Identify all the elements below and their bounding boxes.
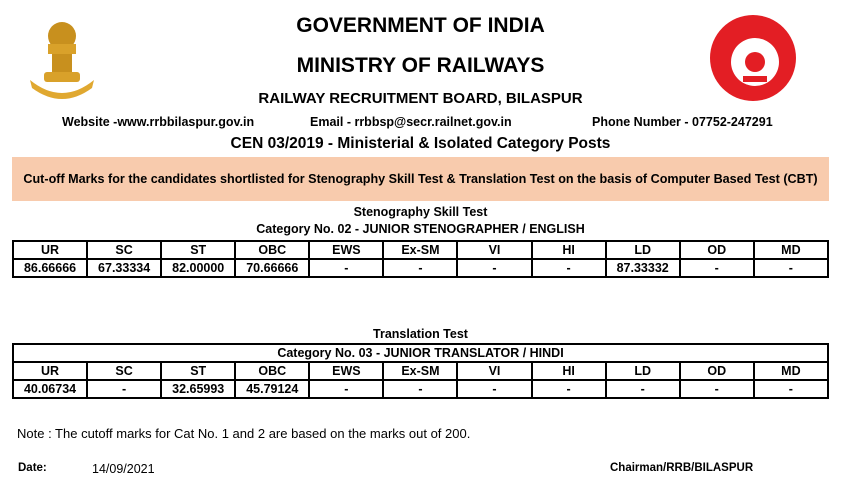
cutoff-cell: - bbox=[530, 379, 607, 399]
column-header: SC bbox=[86, 240, 163, 260]
cutoff-cell: - bbox=[752, 258, 830, 278]
signatory: Chairman/RRB/BILASPUR bbox=[610, 462, 754, 474]
table-row: 40.06734-32.65993 45.79124- - - - - - - bbox=[11, 379, 830, 399]
date-label: Date: bbox=[18, 462, 47, 474]
column-header: Ex-SM bbox=[382, 240, 459, 260]
note-text: Note : The cutoff marks for Cat No. 1 an… bbox=[17, 426, 471, 441]
cutoff-cell: 82.00000 bbox=[160, 258, 237, 278]
column-header: MD bbox=[752, 240, 830, 260]
ministry-title: MINISTRY OF RAILWAYS bbox=[296, 54, 545, 77]
cutoff-cell: - bbox=[530, 258, 607, 278]
cutoff-cell: - bbox=[678, 258, 755, 278]
column-header: LD bbox=[604, 240, 681, 260]
column-header: UR bbox=[11, 240, 89, 260]
translation-cutoff-table: Category No. 03 - JUNIOR TRANSLATOR / HI… bbox=[11, 343, 830, 399]
board-title: RAILWAY RECRUITMENT BOARD, BILASPUR bbox=[258, 90, 583, 107]
cutoff-cell: - bbox=[456, 379, 533, 399]
column-header: ST bbox=[160, 240, 237, 260]
column-header: EWS bbox=[308, 240, 385, 260]
website-text: Website -www.rrbbilaspur.gov.in bbox=[62, 115, 255, 129]
column-header: EWS bbox=[308, 361, 385, 381]
column-header: OBC bbox=[234, 240, 311, 260]
table-header-row: UR SC ST OBC EWS Ex-SM VI HI LD OD MD bbox=[11, 361, 830, 381]
cutoff-cell: 40.06734 bbox=[11, 379, 89, 399]
cutoff-cell: - bbox=[456, 258, 533, 278]
column-header: HI bbox=[530, 361, 607, 381]
cutoff-cell: 86.66666 bbox=[11, 258, 89, 278]
column-header: OD bbox=[678, 361, 755, 381]
cutoff-cell: - bbox=[382, 379, 459, 399]
steno-title: Stenography Skill Test bbox=[353, 205, 488, 219]
column-header: OD bbox=[678, 240, 755, 260]
column-header: VI bbox=[456, 361, 533, 381]
cutoff-cell: - bbox=[308, 379, 385, 399]
column-header: UR bbox=[11, 361, 89, 381]
cutoff-cell: - bbox=[86, 379, 163, 399]
phone-text: Phone Number - 07752-247291 bbox=[592, 115, 773, 129]
column-header: OBC bbox=[234, 361, 311, 381]
cutoff-cell: - bbox=[308, 258, 385, 278]
indian-railways-logo-icon bbox=[708, 12, 798, 104]
cutoff-cell: - bbox=[752, 379, 830, 399]
column-header: LD bbox=[604, 361, 681, 381]
cutoff-cell: 87.33332 bbox=[604, 258, 681, 278]
column-header: SC bbox=[86, 361, 163, 381]
table-header-row: UR SC ST OBC EWS Ex-SM VI HI LD OD MD bbox=[11, 240, 830, 260]
cutoff-cell: - bbox=[604, 379, 681, 399]
cutoff-cell: 70.66666 bbox=[234, 258, 311, 278]
cutoff-cell: 67.33334 bbox=[86, 258, 163, 278]
steno-category: Category No. 02 - JUNIOR STENOGRAPHER / … bbox=[256, 222, 585, 236]
column-header: ST bbox=[160, 361, 237, 381]
cutoff-banner: Cut-off Marks for the candidates shortli… bbox=[12, 157, 829, 201]
date-value: 14/09/2021 bbox=[92, 462, 155, 476]
government-title: GOVERNMENT OF INDIA bbox=[296, 14, 545, 37]
translation-category: Category No. 03 - JUNIOR TRANSLATOR / HI… bbox=[12, 343, 829, 363]
cutoff-cell: 45.79124 bbox=[234, 379, 311, 399]
column-header: HI bbox=[530, 240, 607, 260]
translation-title: Translation Test bbox=[373, 327, 468, 341]
category-row: Category No. 03 - JUNIOR TRANSLATOR / HI… bbox=[12, 343, 829, 363]
email-text: Email - rrbbsp@secr.railnet.gov.in bbox=[310, 115, 512, 129]
table-row: 86.66666 67.33334 82.00000 70.66666- - - -87.3… bbox=[11, 258, 830, 278]
column-header: VI bbox=[456, 240, 533, 260]
column-header: Ex-SM bbox=[382, 361, 459, 381]
cutoff-cell: - bbox=[382, 258, 459, 278]
cutoff-cell: 32.65993 bbox=[160, 379, 237, 399]
cutoff-cell: - bbox=[678, 379, 755, 399]
cen-title: CEN 03/2019 - Ministerial & Isolated Cat… bbox=[230, 135, 611, 152]
steno-cutoff-table: UR SC ST OBC EWS Ex-SM VI HI LD OD MD 86.66666 67.3… bbox=[11, 240, 830, 278]
national-emblem-icon bbox=[22, 14, 102, 104]
column-header: MD bbox=[752, 361, 830, 381]
